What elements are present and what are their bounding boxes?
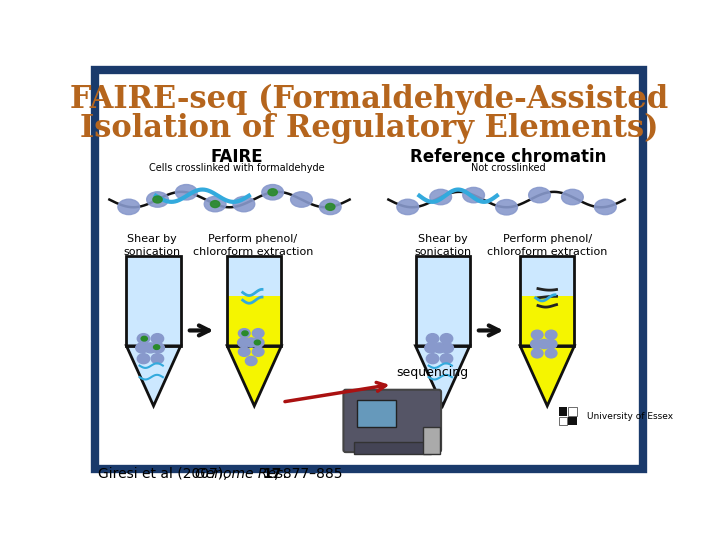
- Ellipse shape: [144, 343, 157, 353]
- Ellipse shape: [210, 201, 220, 207]
- Text: Giresi et al (2007),: Giresi et al (2007),: [98, 468, 232, 482]
- Text: Shear by
sonication: Shear by sonication: [414, 234, 471, 258]
- Bar: [357, 400, 396, 427]
- Polygon shape: [520, 346, 575, 406]
- Polygon shape: [127, 346, 181, 406]
- Ellipse shape: [151, 354, 163, 363]
- Ellipse shape: [531, 330, 543, 340]
- Ellipse shape: [242, 331, 248, 335]
- Text: , 877–885: , 877–885: [274, 468, 342, 482]
- Text: 17: 17: [262, 468, 282, 482]
- Ellipse shape: [253, 338, 264, 347]
- Ellipse shape: [152, 343, 164, 353]
- Ellipse shape: [463, 187, 485, 203]
- Ellipse shape: [238, 329, 250, 338]
- Ellipse shape: [238, 338, 249, 347]
- Ellipse shape: [397, 199, 418, 214]
- Bar: [127, 296, 181, 346]
- Ellipse shape: [253, 347, 264, 356]
- Bar: [354, 442, 431, 454]
- Ellipse shape: [539, 340, 550, 349]
- Text: Cells crosslinked with formaldehyde: Cells crosslinked with formaldehyde: [150, 163, 325, 173]
- Ellipse shape: [528, 187, 550, 203]
- Ellipse shape: [246, 338, 257, 347]
- Ellipse shape: [562, 190, 583, 205]
- Text: Reference chromatin: Reference chromatin: [410, 148, 607, 166]
- Ellipse shape: [325, 204, 335, 211]
- Bar: [520, 296, 575, 346]
- Polygon shape: [415, 346, 469, 406]
- Ellipse shape: [426, 334, 438, 343]
- Ellipse shape: [204, 197, 226, 212]
- Text: sequencing: sequencing: [396, 366, 468, 379]
- FancyBboxPatch shape: [343, 390, 441, 452]
- Ellipse shape: [176, 185, 197, 200]
- Ellipse shape: [426, 354, 438, 363]
- Ellipse shape: [545, 349, 557, 358]
- Ellipse shape: [531, 340, 542, 349]
- Ellipse shape: [153, 345, 160, 349]
- Bar: [127, 256, 181, 296]
- Bar: [228, 256, 282, 346]
- Text: Isolation of Regulatory Elements): Isolation of Regulatory Elements): [80, 112, 658, 144]
- Ellipse shape: [595, 199, 616, 214]
- Bar: [520, 256, 575, 296]
- Ellipse shape: [238, 347, 250, 356]
- Ellipse shape: [545, 340, 557, 349]
- Ellipse shape: [545, 330, 557, 340]
- Bar: [520, 256, 575, 346]
- Ellipse shape: [233, 197, 255, 212]
- Ellipse shape: [320, 199, 341, 214]
- Bar: [228, 296, 282, 346]
- Ellipse shape: [141, 336, 148, 341]
- Ellipse shape: [531, 349, 543, 358]
- Ellipse shape: [138, 354, 150, 363]
- Ellipse shape: [151, 334, 163, 343]
- Text: Not crosslinked: Not crosslinked: [471, 163, 546, 173]
- Ellipse shape: [136, 343, 148, 353]
- Ellipse shape: [495, 200, 518, 215]
- Bar: [559, 408, 567, 416]
- Ellipse shape: [441, 343, 454, 353]
- Polygon shape: [228, 346, 282, 406]
- Ellipse shape: [262, 185, 284, 200]
- Bar: [423, 427, 441, 454]
- Text: Genome Res.: Genome Res.: [194, 468, 287, 482]
- Ellipse shape: [253, 329, 264, 338]
- Text: Perform phenol/
chloroform extraction: Perform phenol/ chloroform extraction: [192, 234, 313, 258]
- Ellipse shape: [441, 334, 453, 343]
- Bar: [568, 417, 577, 425]
- Ellipse shape: [153, 196, 162, 203]
- Bar: [102, 148, 636, 452]
- Bar: [415, 296, 469, 346]
- Bar: [559, 417, 567, 425]
- Ellipse shape: [268, 189, 277, 195]
- Ellipse shape: [246, 356, 257, 366]
- Bar: [568, 408, 577, 416]
- Ellipse shape: [441, 354, 453, 363]
- Text: FAIRE-seq (Formaldehyde-Assisted: FAIRE-seq (Formaldehyde-Assisted: [70, 84, 668, 115]
- Ellipse shape: [138, 334, 150, 343]
- Ellipse shape: [425, 343, 437, 353]
- Ellipse shape: [254, 340, 261, 345]
- Text: Perform phenol/
chloroform extraction: Perform phenol/ chloroform extraction: [487, 234, 608, 258]
- Ellipse shape: [291, 192, 312, 207]
- Text: FAIRE: FAIRE: [211, 148, 264, 166]
- Ellipse shape: [118, 199, 140, 214]
- Ellipse shape: [430, 190, 451, 205]
- Text: University of Essex: University of Essex: [587, 412, 673, 421]
- Bar: [415, 256, 469, 346]
- Bar: [415, 256, 469, 296]
- Text: Shear by
sonication: Shear by sonication: [123, 234, 181, 258]
- Ellipse shape: [147, 192, 168, 207]
- Bar: [127, 256, 181, 346]
- Ellipse shape: [433, 343, 446, 353]
- Bar: [228, 256, 282, 296]
